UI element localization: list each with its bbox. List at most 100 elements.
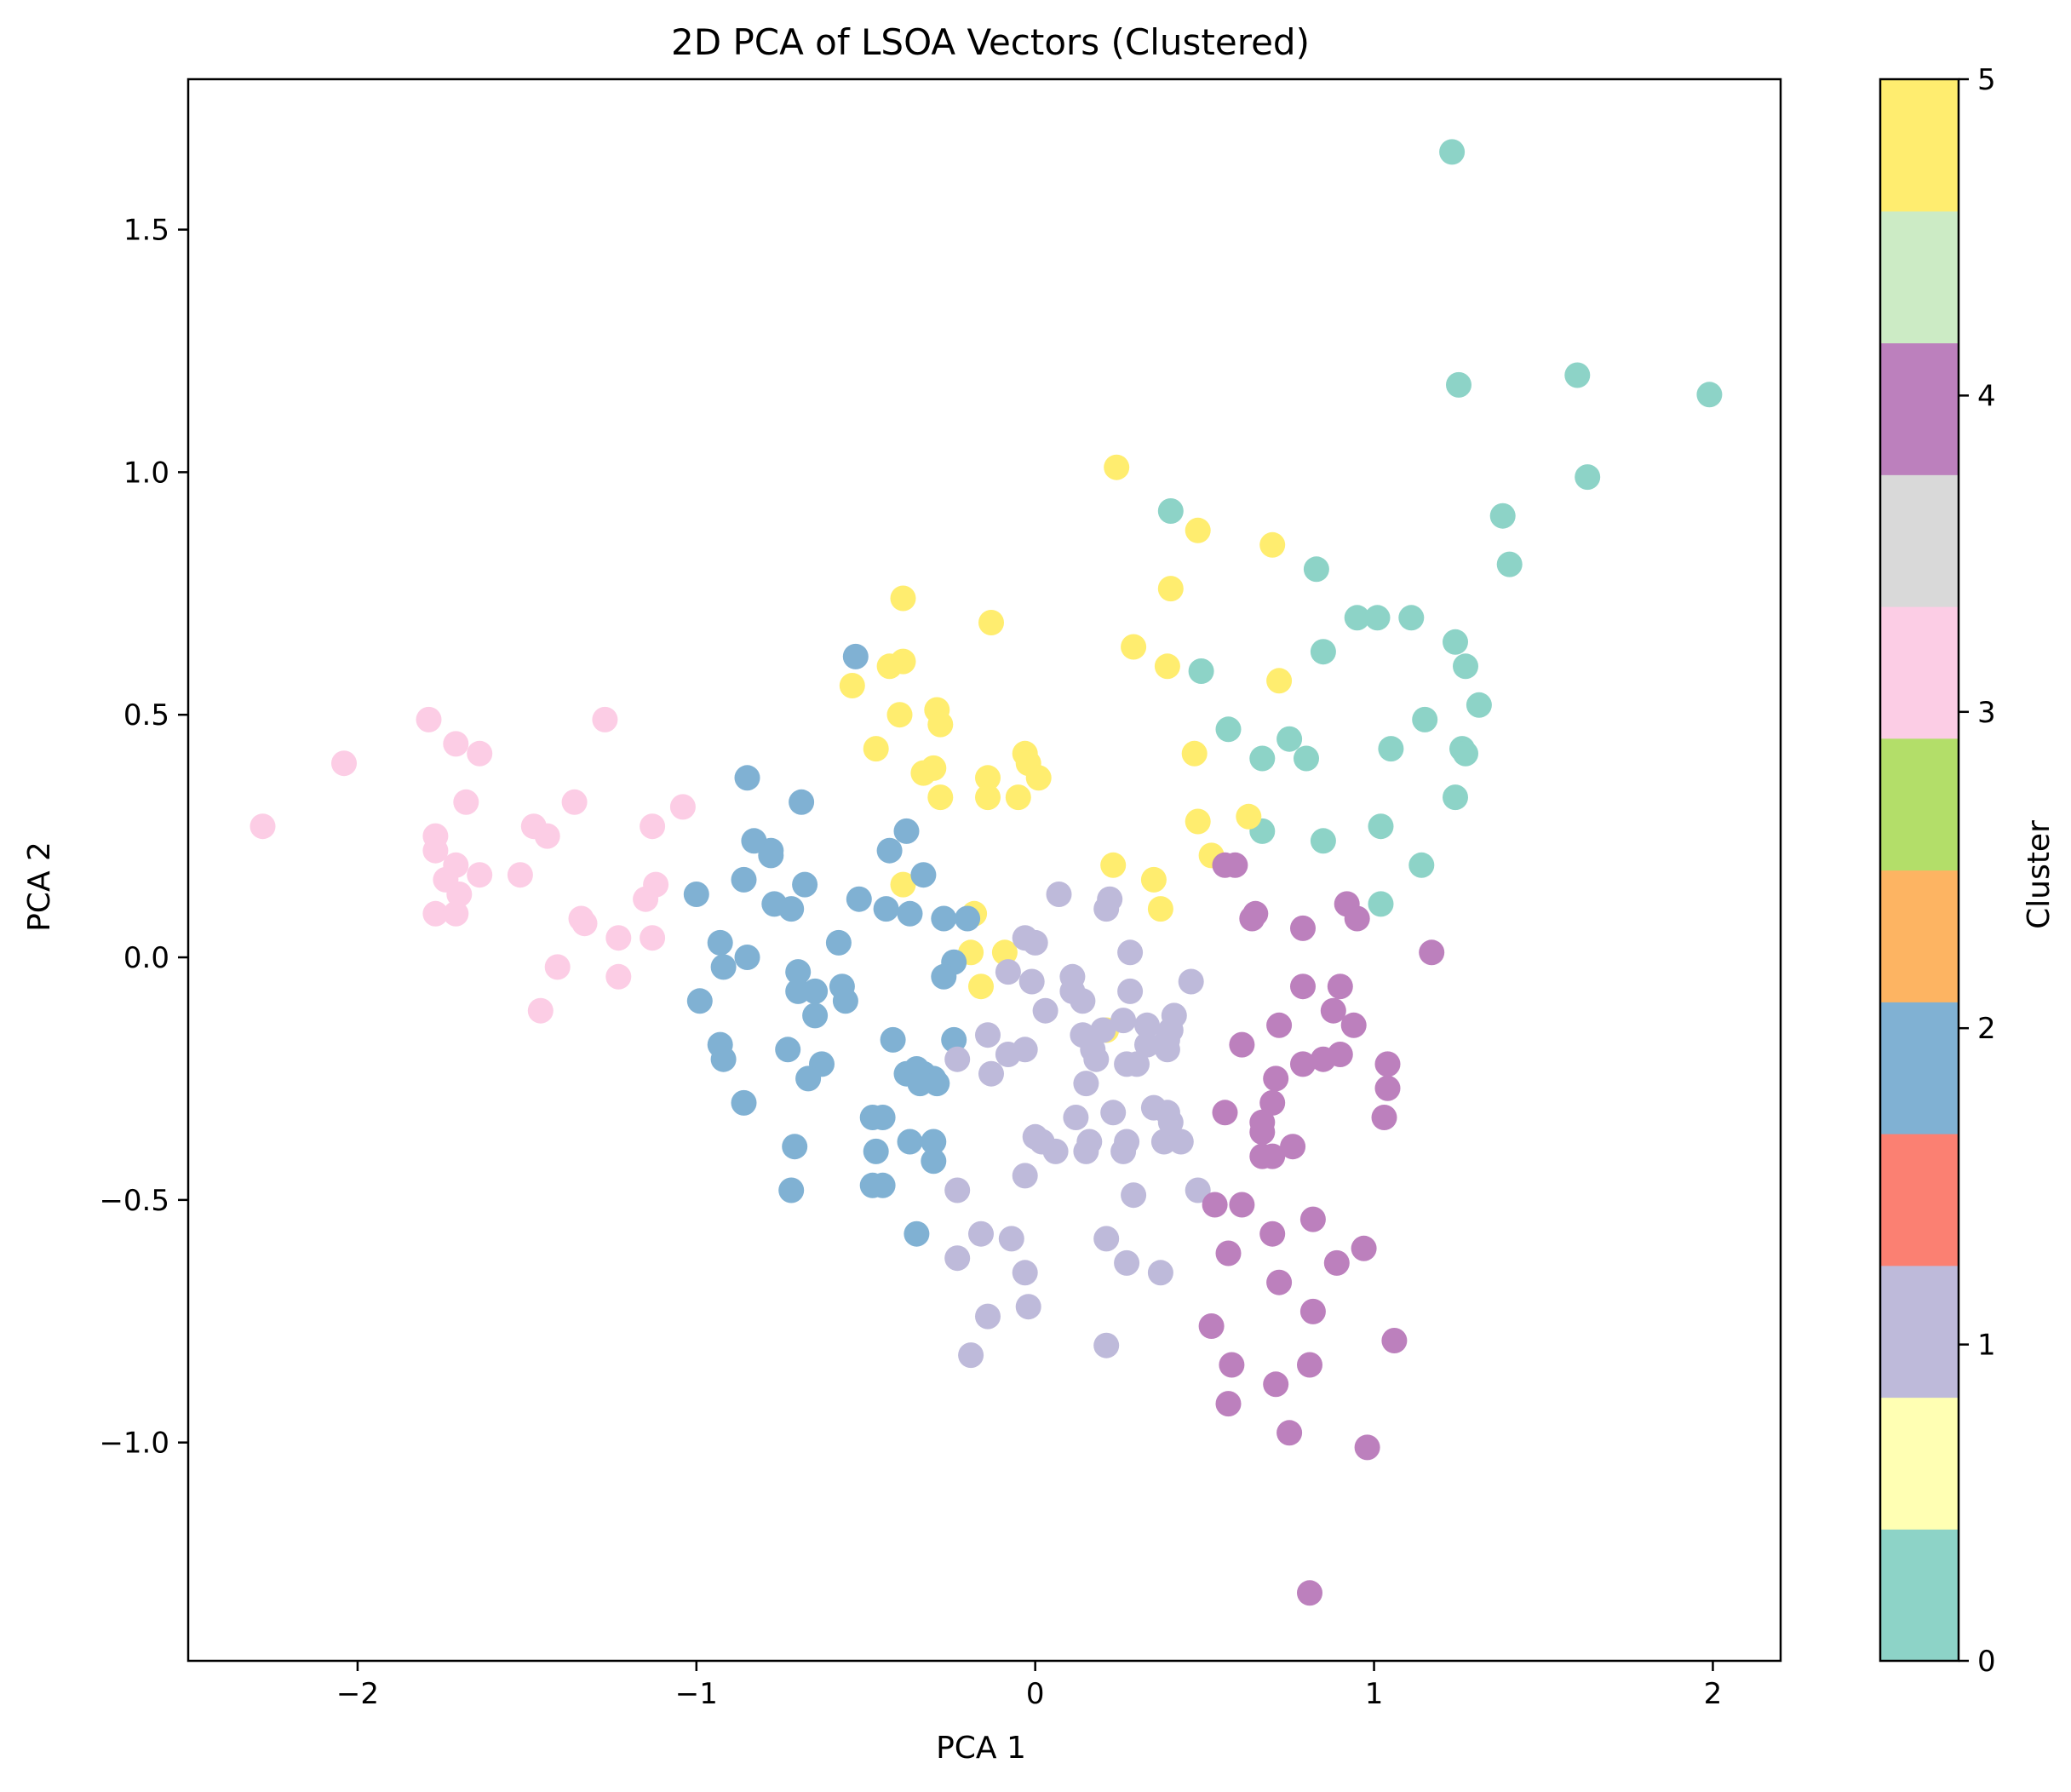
data-point-cluster-2 [869, 1105, 896, 1130]
data-point-cluster-2 [880, 1026, 906, 1053]
data-point-cluster-2 [893, 818, 920, 844]
colorbar-band [1880, 1529, 1959, 1662]
data-point-cluster-0 [1466, 692, 1492, 718]
data-point-cluster-3 [633, 886, 659, 912]
data-point-cluster-2 [785, 959, 812, 985]
data-point-cluster-4 [1354, 1434, 1380, 1461]
data-point-cluster-2 [802, 978, 829, 1004]
data-point-cluster-4 [1263, 1371, 1289, 1398]
data-point-cluster-5 [921, 755, 947, 781]
data-point-cluster-4 [1327, 1042, 1353, 1067]
data-point-cluster-5 [1154, 653, 1180, 680]
data-point-cluster-0 [1294, 745, 1319, 772]
data-point-cluster-5 [863, 736, 889, 762]
data-point-cluster-1 [1124, 1051, 1150, 1077]
data-point-cluster-4 [1419, 939, 1445, 966]
data-point-cluster-0 [1443, 629, 1468, 655]
data-point-cluster-1 [1117, 939, 1144, 966]
data-point-cluster-4 [1229, 1031, 1255, 1058]
data-point-cluster-1 [995, 1042, 1021, 1067]
data-point-cluster-5 [1121, 634, 1147, 660]
x-tick-label: 2 [1704, 1677, 1723, 1711]
data-point-cluster-4 [1249, 1119, 1276, 1146]
data-point-cluster-4 [1290, 974, 1316, 1000]
data-point-cluster-5 [975, 784, 1001, 811]
colorbar-band [1880, 870, 1959, 1002]
data-point-cluster-3 [534, 823, 560, 849]
data-point-cluster-2 [931, 905, 957, 932]
colorbar-band [1880, 1265, 1959, 1399]
data-point-cluster-4 [1259, 1221, 1286, 1247]
data-point-cluster-5 [991, 939, 1018, 966]
data-point-cluster-1 [1178, 968, 1204, 995]
data-point-cluster-2 [897, 900, 923, 927]
chart-title: 2D PCA of LSOA Vectors (Clustered) [671, 21, 1310, 63]
data-point-cluster-5 [1185, 517, 1211, 543]
data-point-cluster-2 [921, 1129, 947, 1155]
data-point-cluster-3 [422, 900, 449, 927]
data-point-cluster-0 [1310, 828, 1336, 854]
data-point-cluster-3 [527, 997, 554, 1024]
data-point-cluster-2 [778, 896, 805, 922]
data-point-cluster-3 [640, 925, 666, 951]
data-point-cluster-1 [1070, 988, 1096, 1014]
colorbar-band [1880, 342, 1959, 475]
cluster-1-series [944, 882, 1211, 1369]
colorbar-band [1880, 1002, 1959, 1134]
cluster-5-series [839, 454, 1293, 1043]
y-tick-label: −0.5 [99, 1184, 169, 1218]
data-point-cluster-5 [1140, 866, 1167, 893]
data-point-cluster-5 [927, 784, 954, 811]
data-point-cluster-4 [1297, 1352, 1322, 1378]
colorbar-tick-label: 3 [1977, 696, 1996, 730]
data-point-cluster-4 [1340, 1012, 1367, 1038]
plot-area: −2 −1 0 1 2 −1.0 −0.5 0.0 0.5 1.0 1.5 [99, 78, 1782, 1711]
data-point-cluster-4 [1351, 1235, 1377, 1261]
data-point-cluster-4 [1215, 1391, 1242, 1417]
cluster-4-series [1198, 852, 1445, 1606]
data-point-cluster-4 [1323, 1249, 1350, 1276]
data-point-cluster-5 [1157, 576, 1184, 602]
data-point-cluster-2 [710, 954, 737, 980]
data-point-cluster-1 [975, 1303, 1001, 1330]
data-point-cluster-1 [1032, 997, 1058, 1024]
data-point-cluster-3 [605, 925, 632, 951]
data-point-cluster-1 [944, 1046, 971, 1072]
data-point-cluster-4 [1280, 1134, 1306, 1160]
data-point-cluster-1 [1083, 1046, 1110, 1072]
data-point-cluster-2 [683, 882, 709, 907]
data-point-cluster-0 [1443, 784, 1468, 811]
data-point-cluster-4 [1229, 1192, 1255, 1218]
cluster-2-series [683, 643, 981, 1247]
colorbar-band [1880, 79, 1959, 212]
data-point-cluster-1 [1167, 1129, 1194, 1155]
data-point-cluster-1 [1018, 968, 1045, 995]
x-tick-label: 1 [1365, 1677, 1384, 1711]
data-point-cluster-2 [795, 1065, 822, 1092]
data-point-cluster-3 [669, 794, 696, 820]
y-axis-label: PCA 2 [22, 841, 57, 932]
data-point-cluster-5 [886, 702, 913, 728]
data-point-cluster-0 [1575, 464, 1601, 491]
colorbar-tick-label: 5 [1977, 63, 1996, 97]
data-point-cluster-0 [1439, 139, 1466, 165]
data-point-cluster-3 [250, 813, 276, 840]
data-point-cluster-3 [416, 706, 442, 732]
data-point-cluster-4 [1344, 905, 1370, 932]
x-axis: −2 −1 0 1 2 [336, 1661, 1722, 1711]
colorbar-band [1880, 606, 1959, 739]
data-point-cluster-5 [1147, 896, 1173, 922]
data-point-cluster-3 [507, 862, 533, 888]
cluster-0-series [1157, 139, 1723, 917]
data-point-cluster-3 [640, 813, 666, 840]
data-point-cluster-4 [1290, 1051, 1316, 1077]
data-point-cluster-4 [1374, 1075, 1401, 1101]
data-point-cluster-2 [931, 963, 957, 990]
data-point-cluster-1 [1134, 1012, 1160, 1038]
data-point-cluster-2 [876, 837, 903, 864]
data-point-cluster-2 [782, 1134, 808, 1160]
data-point-cluster-2 [842, 643, 869, 669]
colorbar-frame [1879, 78, 1960, 1663]
data-point-cluster-2 [924, 1071, 950, 1097]
